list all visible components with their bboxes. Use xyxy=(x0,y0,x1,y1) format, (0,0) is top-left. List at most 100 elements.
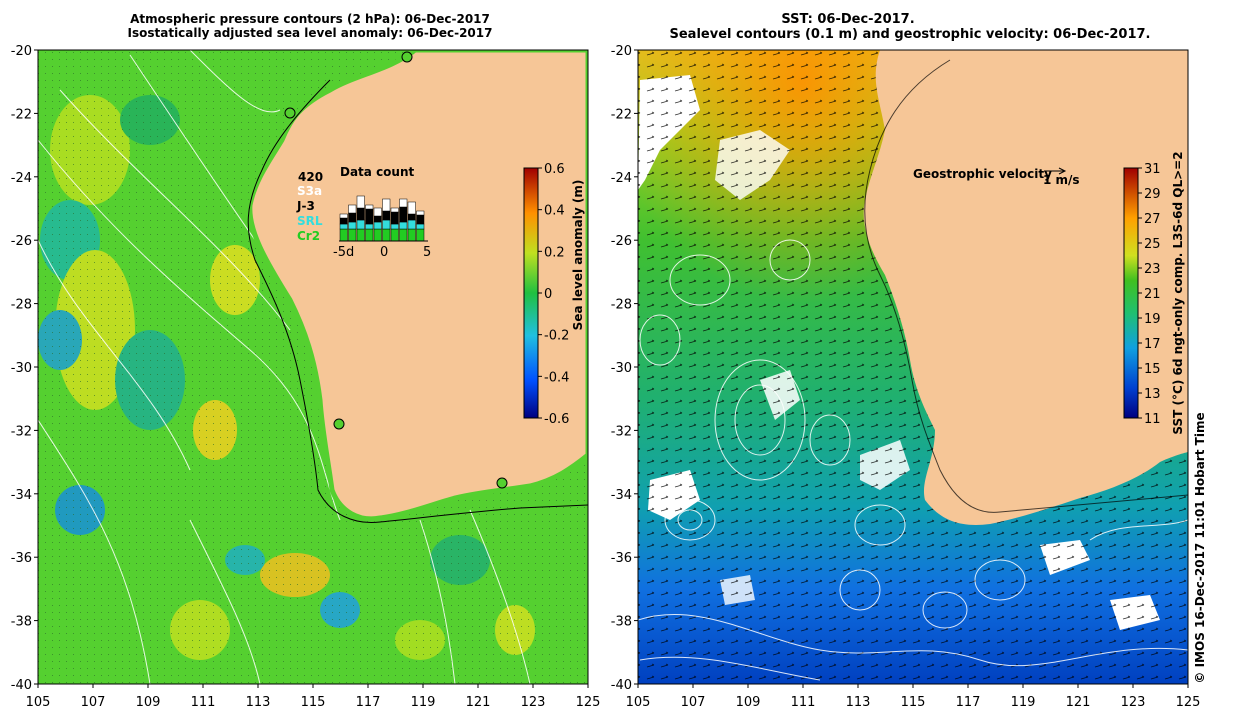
histogram-bar-segment xyxy=(365,223,374,230)
tide-gauge-marker xyxy=(496,477,508,489)
histogram-bar-segment xyxy=(407,213,416,221)
histogram-bar-segment xyxy=(390,207,399,213)
sst-colorbar-tick-label: 21 xyxy=(1144,287,1161,302)
histogram-bar-segment xyxy=(356,228,365,242)
histogram-bar-segment xyxy=(373,207,382,217)
left-ytick-label: -34 xyxy=(11,488,32,503)
right-ytick-label: -26 xyxy=(611,234,632,249)
sst-colorbar-tick-label: 23 xyxy=(1144,262,1161,277)
left-xtick-label: 107 xyxy=(81,695,106,710)
sst-colorbar-tick-label: 13 xyxy=(1144,387,1161,402)
histogram-bar-segment xyxy=(382,198,391,212)
right-ytick-label: -38 xyxy=(611,615,632,630)
sst-colorbar-tick-label: 31 xyxy=(1144,162,1161,177)
right-xtick-label: 123 xyxy=(1121,695,1146,710)
right-xtick-label: 107 xyxy=(681,695,706,710)
left-xtick-label: 105 xyxy=(26,695,51,710)
right-ytick-label: -22 xyxy=(611,107,632,122)
right-title-line2: Sealevel contours (0.1 m) and geostrophi… xyxy=(670,27,1151,42)
sla-colorbar-tick-label: 0.2 xyxy=(544,245,565,260)
left-ytick-label: -38 xyxy=(11,615,32,630)
sla-colorbar-tick-label: -0.2 xyxy=(544,329,569,344)
histogram-bar-segment xyxy=(416,210,425,216)
sst-colorbar-tick-label: 11 xyxy=(1144,412,1161,427)
bathymetry-contour-right xyxy=(864,59,1188,513)
histogram-bar-segment xyxy=(407,228,416,242)
left-xtick-label: 109 xyxy=(136,695,161,710)
histogram-bar-segment xyxy=(382,219,391,230)
right-xtick-label: 121 xyxy=(1066,695,1091,710)
sealevel-contours xyxy=(638,239,1188,681)
histogram-bar-segment xyxy=(348,204,357,214)
histogram-bar-segment xyxy=(382,210,391,221)
sla-colorbar-tick-label: 0.6 xyxy=(544,162,565,177)
histogram-bar-segment xyxy=(416,223,425,230)
data-count-histogram xyxy=(339,195,425,242)
left-ytick-label: -22 xyxy=(11,107,32,122)
histogram-bar-segment xyxy=(399,206,408,223)
imos-credit: © IMOS 16-Dec-2017 11:01 Hobart Time xyxy=(1193,412,1207,683)
left-xtick-label: 111 xyxy=(191,695,216,710)
sla-colorbar-tick-label: -0.4 xyxy=(544,370,569,385)
histogram-bar-segment xyxy=(365,208,374,225)
histogram-bar-segment xyxy=(390,228,399,242)
histogram-bar-segment xyxy=(390,223,399,230)
pressure-contours xyxy=(38,50,531,684)
left-map xyxy=(38,50,588,684)
legend-srl: SRL xyxy=(297,214,323,228)
left-ytick-label: -24 xyxy=(11,171,32,186)
histogram-bar-segment xyxy=(390,211,399,225)
sst-colorbar-gradient xyxy=(1123,167,1139,419)
histogram-bar-segment xyxy=(373,221,382,230)
sst-colorbar: 31 29 27 25 23 21 19 17 15 13 11 SST (°C) 6d ngt-o… xyxy=(1123,151,1185,435)
right-ytick-label: -28 xyxy=(611,298,632,313)
sst-colorbar-tick-label: 29 xyxy=(1144,187,1161,202)
left-xtick-label: 117 xyxy=(356,695,381,710)
legend-j3: J-3 xyxy=(296,199,315,213)
sst-colorbar-tick-label: 25 xyxy=(1144,237,1161,252)
right-ytick-label: -32 xyxy=(611,424,632,439)
left-title-line2: Isostatically adjusted sea level anomaly… xyxy=(128,26,493,40)
tide-gauge-marker xyxy=(333,418,345,430)
histogram-bar-segment xyxy=(339,223,348,230)
right-xtick-label: 113 xyxy=(846,695,871,710)
left-ytick-label: -32 xyxy=(11,424,32,439)
left-xtick-label: 115 xyxy=(301,695,326,710)
legend-s3a: S3a xyxy=(297,184,322,198)
histogram-bar-segment xyxy=(407,201,416,215)
legend-cr2: Cr2 xyxy=(297,229,320,243)
left-ytick-label: -40 xyxy=(11,678,32,693)
left-axes: -20 -22 -24 -26 -28 -30 -32 -34 -36 -38 -40 105 107 1… xyxy=(11,44,601,710)
sla-colorbar-tick-label: -0.6 xyxy=(544,412,569,427)
right-map xyxy=(638,50,1188,684)
left-ytick-label: -26 xyxy=(11,234,32,249)
data-count-inset: 420 S3a J-3 SRL Cr2 Data count -5d 0 5 xyxy=(296,165,431,260)
right-ytick-label: -36 xyxy=(611,551,632,566)
right-ytick-label: -40 xyxy=(611,678,632,693)
histogram-bar-segment xyxy=(373,215,382,223)
hist-tick-0: 0 xyxy=(380,245,388,260)
velocity-legend-label: Geostrophic velocity xyxy=(913,167,1052,181)
sla-colorbar: 0.6 0.4 0.2 0 -0.2 -0.4 -0.6 Sea level anomaly… xyxy=(523,162,585,427)
sst-colorbar-tick-label: 27 xyxy=(1144,212,1161,227)
histogram-bar-segment xyxy=(407,219,416,230)
histogram-bar-segment xyxy=(339,228,348,242)
velocity-legend: Geostrophic velocity 1 m/s xyxy=(913,167,1080,187)
histogram-bar-segment xyxy=(373,228,382,242)
histogram-bar-segment xyxy=(348,228,357,242)
hist-tick-minus5: -5d xyxy=(333,245,354,260)
sla-colorbar-tick-label: 0 xyxy=(544,287,552,302)
right-title-line1: SST: 06-Dec-2017. xyxy=(781,12,914,27)
data-count-title: Data count xyxy=(340,165,415,179)
sla-colorbar-label: Sea level anomaly (m) xyxy=(571,180,585,331)
australia-landmass xyxy=(247,50,588,522)
left-ytick-label: -28 xyxy=(11,298,32,313)
arrowhead-icon xyxy=(1058,167,1067,175)
right-xtick-label: 119 xyxy=(1011,695,1036,710)
histogram-bar-segment xyxy=(348,221,357,230)
histogram-bar-segment xyxy=(382,228,391,242)
right-ytick-label: -20 xyxy=(611,44,632,59)
histogram-bar-segment xyxy=(339,217,348,225)
right-xtick-label: 125 xyxy=(1176,695,1201,710)
right-ytick-label: -24 xyxy=(611,171,632,186)
